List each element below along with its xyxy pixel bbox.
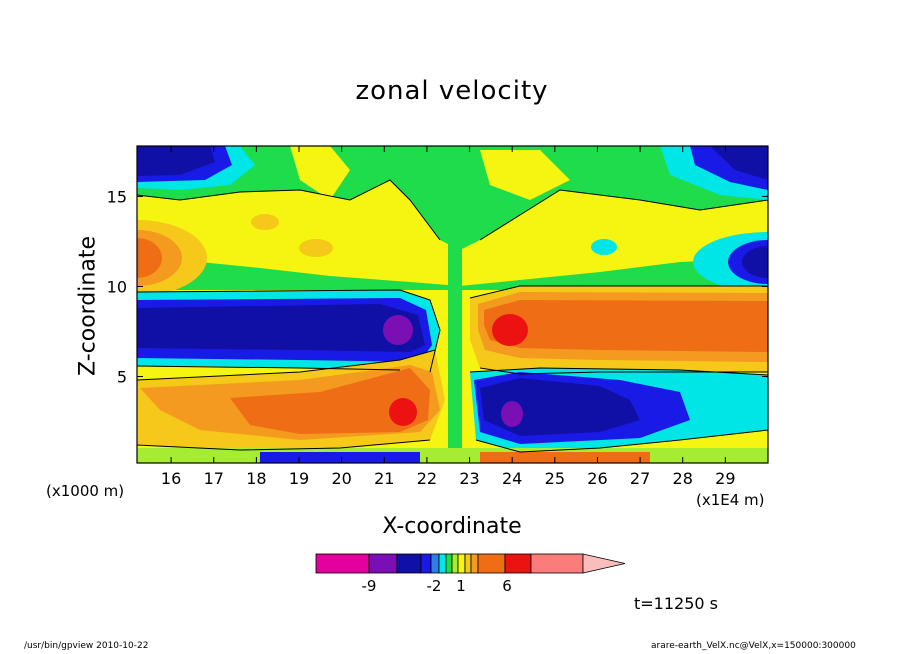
colorbar-cell	[438, 553, 447, 574]
topright-navy	[710, 146, 768, 180]
y-axis-label: Z-coordinate	[75, 236, 101, 376]
upper-yellow-right	[480, 150, 570, 200]
small-orange-2	[299, 239, 333, 257]
x-axis-label: X-coordinate	[382, 514, 522, 539]
y-unit-label: (x1000 m)	[46, 482, 125, 500]
topleft-navy	[137, 146, 215, 176]
bottom-strip-yellow	[137, 448, 768, 463]
colorbar-cell	[451, 553, 459, 574]
central-green-strip	[448, 146, 462, 463]
colorbar-cell	[396, 553, 422, 574]
x-tick-label: 23	[459, 469, 479, 488]
x-tick-label: 29	[715, 469, 735, 488]
x-tick-label: 20	[331, 469, 351, 488]
left-band-navy	[137, 304, 425, 352]
y-tick-label: 10	[107, 277, 127, 296]
x-tick-label: 18	[246, 469, 266, 488]
x-tick-label: 28	[673, 469, 693, 488]
timestamp-label: t=11250 s	[634, 594, 718, 613]
y-tick-label: 5	[117, 368, 127, 387]
x-tick-label: 17	[204, 469, 224, 488]
lower-left-red-blob	[389, 398, 417, 426]
colorbar-cell	[530, 553, 584, 574]
lower-left-deep-orange	[230, 368, 430, 434]
small-cyan-right	[591, 239, 617, 255]
heatmap-field	[137, 146, 768, 463]
colorbar-cell	[445, 553, 453, 574]
x-tick-label: 16	[161, 469, 181, 488]
y-ticks: 5 10 15	[107, 187, 768, 387]
footer-left: /usr/bin/gpview 2010-10-22	[24, 641, 149, 651]
footer-right: arare-earth_VelX.nc@VelX,x=150000:300000	[651, 641, 856, 651]
bottom-strip-left	[260, 452, 420, 463]
contour-lines	[137, 179, 768, 453]
x-ticks: 16 17 18 19 20 21 22 23 24 25 26 27 28 29	[161, 146, 736, 488]
colorbar-cell	[368, 553, 398, 574]
plot-frame	[136, 145, 769, 464]
left-orange-core	[137, 238, 162, 278]
x-tick-label: 26	[587, 469, 607, 488]
y-tick-label: 15	[107, 187, 127, 206]
lower-right-purple	[501, 401, 523, 427]
colorbar-label: 6	[502, 577, 512, 595]
x-tick-label: 24	[502, 469, 522, 488]
chart-title: zonal velocity	[355, 76, 549, 106]
x-tick-label: 25	[545, 469, 565, 488]
right-navy-blob	[742, 246, 768, 278]
right-red-blob	[492, 314, 528, 346]
x-tick-label: 22	[417, 469, 437, 488]
x-tick-label: 21	[374, 469, 394, 488]
x-tick-label: 27	[630, 469, 650, 488]
colorbar-cell	[420, 553, 432, 574]
colorbar-cell	[430, 553, 440, 574]
colorbar-cell	[457, 553, 466, 574]
colorbar: -9 -2 1 6	[315, 553, 626, 595]
upper-yellow-left	[290, 146, 350, 200]
left-purple-blob	[383, 315, 413, 345]
colorbar-cell	[464, 553, 472, 574]
right-band-deep-orange	[484, 300, 768, 352]
x-unit-label: (x1E4 m)	[696, 491, 765, 509]
x-tick-label: 19	[289, 469, 309, 488]
colorbar-cell	[477, 553, 506, 574]
colorbar-cell	[315, 553, 370, 574]
colorbar-cell	[504, 553, 532, 574]
small-orange-1	[251, 214, 279, 230]
colorbar-label: -9	[362, 577, 377, 595]
colorbar-cell	[470, 553, 479, 574]
mid-green-region	[137, 258, 768, 290]
colorbar-label: -2	[427, 577, 442, 595]
bottom-strip-right	[480, 452, 650, 463]
colorbar-arrow	[582, 553, 626, 574]
colorbar-label: 1	[456, 577, 466, 595]
